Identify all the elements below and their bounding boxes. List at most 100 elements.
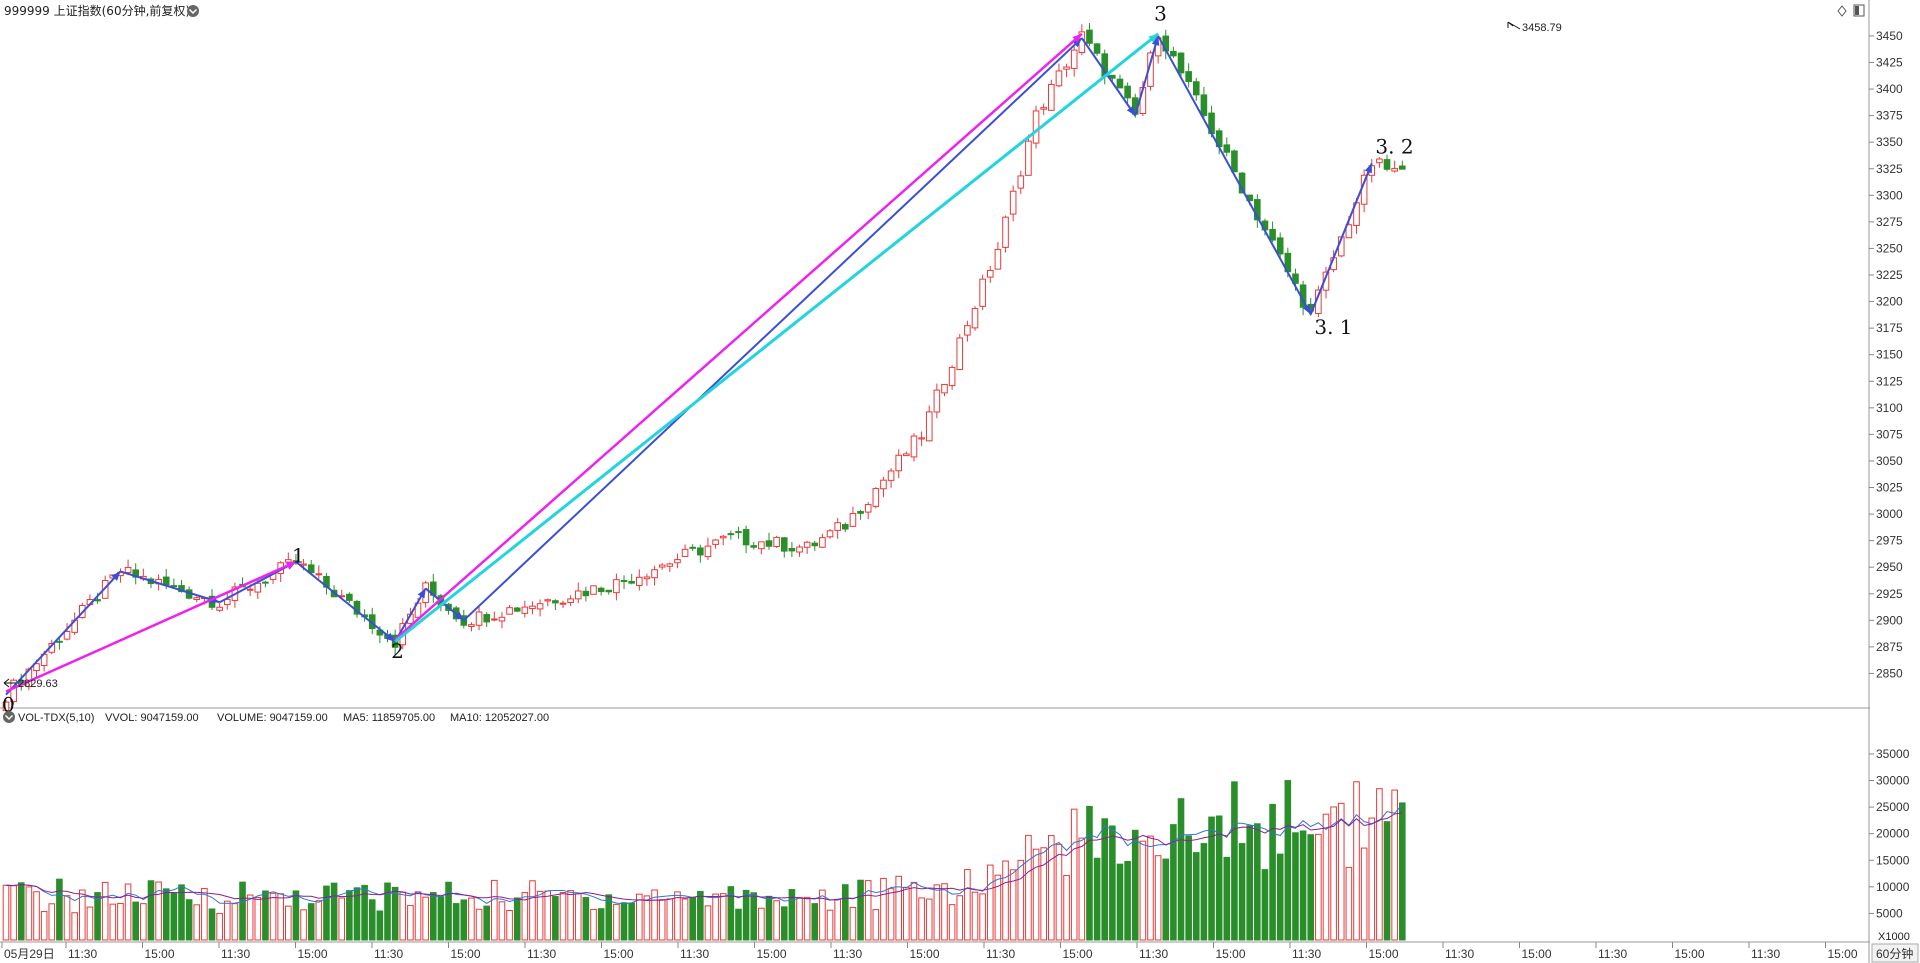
volume-tick-label: 25000 xyxy=(1876,800,1910,814)
time-tick-label: 11:30 xyxy=(1598,947,1627,961)
time-tick-label: 11:30 xyxy=(221,947,250,961)
candle-body-up xyxy=(491,618,498,621)
volume-bar-down xyxy=(1284,780,1292,941)
candle-body-down xyxy=(765,540,773,547)
volume-bar-up xyxy=(48,903,56,941)
volume-bar-down xyxy=(185,899,193,941)
volume-bar-up xyxy=(1002,860,1009,941)
candle-body-down xyxy=(307,564,315,574)
volume-bar-down xyxy=(689,897,697,941)
candle-body-down xyxy=(513,607,521,612)
wave-label: 0 xyxy=(2,692,15,716)
candle-body-up xyxy=(658,564,666,568)
title-dropdown-icon[interactable] xyxy=(187,5,199,17)
volume-bar-up xyxy=(1055,843,1063,941)
volume-bar-up xyxy=(903,886,910,941)
volume-bar-up xyxy=(559,892,567,941)
candle-body-up xyxy=(635,576,643,587)
volume-bar-down xyxy=(697,890,704,941)
wave-line xyxy=(1309,163,1373,315)
candle-body-down xyxy=(780,537,788,552)
candle-body-up xyxy=(193,597,201,601)
volume-tick-label: 20000 xyxy=(1876,827,1910,841)
time-tick-label: 15:00 xyxy=(910,947,940,961)
panel-toggle-icon[interactable] xyxy=(1853,4,1865,17)
candle-body-up xyxy=(803,541,811,548)
volume-bar-down xyxy=(353,887,361,941)
volume-bar-up xyxy=(758,907,765,941)
candle-body-down xyxy=(262,581,269,584)
wave-line xyxy=(1134,35,1160,116)
price-tick-label: 3450 xyxy=(1876,29,1903,43)
volume-bar-up xyxy=(956,895,964,941)
wave-arrowhead xyxy=(1126,105,1136,116)
volume-bar-up xyxy=(193,904,201,941)
time-tick-label: 11:30 xyxy=(1445,947,1474,961)
volume-bar-up xyxy=(574,893,582,941)
volume-bar-down xyxy=(788,889,796,941)
volume-bar-up xyxy=(71,912,78,941)
volume-bar-up xyxy=(880,877,887,941)
candle-body-down xyxy=(628,580,635,584)
candle-body-up xyxy=(567,598,574,603)
time-tick-label: 11:30 xyxy=(1292,947,1321,961)
volume-bar-down xyxy=(307,903,315,941)
wave-label: 3. 2 xyxy=(1375,135,1413,159)
candle-body-up xyxy=(254,582,262,593)
volume-bar-down xyxy=(1398,802,1406,941)
candle-body-up xyxy=(895,454,903,472)
volume-ma10-line xyxy=(5,812,1403,902)
volume-bar-down xyxy=(361,884,368,941)
candle-body-down xyxy=(842,524,849,530)
volume-bar-up xyxy=(1330,806,1337,941)
wave-arrowhead xyxy=(1072,33,1082,43)
volume-bar-up xyxy=(819,889,826,941)
wave-label: 1 xyxy=(292,544,305,568)
volume-bar-down xyxy=(1223,856,1231,941)
wave-labels: 0 1 2 3 3. 1 3. 2 xyxy=(2,2,1414,717)
candle-body-up xyxy=(1040,107,1047,110)
candle-body-down xyxy=(346,593,353,601)
candle-body-up xyxy=(33,663,40,672)
volume-bar-up xyxy=(231,903,239,941)
volume-bar-down xyxy=(552,896,559,941)
candle-body-up xyxy=(674,559,681,564)
volume-dropdown-icon[interactable] xyxy=(3,711,15,723)
volume-bar-up xyxy=(986,864,994,941)
volume-bar-up xyxy=(269,892,277,941)
volume-bar-up xyxy=(498,901,506,941)
candle-body-down xyxy=(94,599,101,602)
low-price-marker: 2829.63 xyxy=(3,678,58,690)
volume-bar-up xyxy=(1025,834,1032,941)
volume-bar-up xyxy=(849,906,857,941)
volume-bar-up xyxy=(635,893,643,941)
candle-body-up xyxy=(666,563,674,567)
wave-arrowhead xyxy=(285,561,296,570)
volume-bar-up xyxy=(948,904,956,941)
time-tick-label: 05月29日 xyxy=(4,947,55,961)
volume-bar-down xyxy=(1383,821,1391,941)
candle-body-up xyxy=(529,605,536,610)
candle-body-down xyxy=(605,589,613,593)
price-tick-label: 3400 xyxy=(1876,82,1903,96)
volume-bar-down xyxy=(460,899,468,941)
price-tick-label: 3025 xyxy=(1876,481,1903,495)
low-price-label: 2829.63 xyxy=(18,678,58,690)
volume-bar-up xyxy=(300,909,307,941)
wave-arrowhead xyxy=(1302,304,1311,315)
volume-bar-down xyxy=(1170,824,1177,941)
candle-body-up xyxy=(994,248,1002,270)
wave-line xyxy=(1081,37,1137,117)
candle-body-up xyxy=(948,366,956,387)
volume-bar-up xyxy=(407,904,414,941)
volume-bar-up xyxy=(33,891,40,941)
price-tick-label: 3300 xyxy=(1876,188,1903,202)
candle-body-up xyxy=(1063,66,1070,70)
diamond-icon[interactable] xyxy=(1837,5,1847,17)
candle-body-up xyxy=(903,453,910,457)
period-selector[interactable]: 60分钟 xyxy=(1871,943,1919,963)
candle-body-up xyxy=(872,488,880,507)
candle-body-up xyxy=(880,479,887,490)
candle-body-down xyxy=(750,545,758,548)
candle-body-up xyxy=(758,541,765,550)
